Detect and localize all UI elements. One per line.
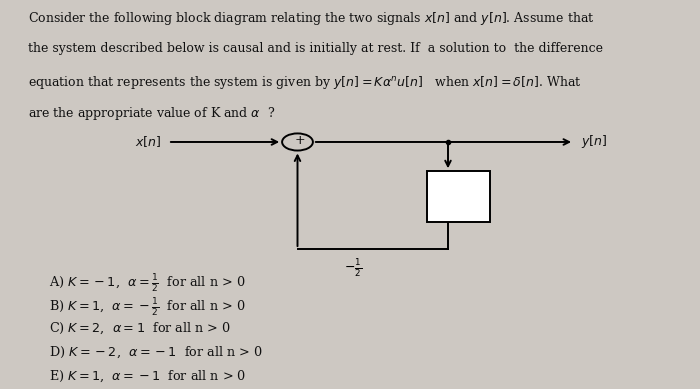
Text: A) $K = -1$,  $\alpha = \frac{1}{2}$  for all n > 0: A) $K = -1$, $\alpha = \frac{1}{2}$ for … (49, 272, 246, 294)
Text: E) $K = 1$,  $\alpha = -1$  for all n > 0: E) $K = 1$, $\alpha = -1$ for all n > 0 (49, 369, 246, 384)
Text: D) $K = -2$,  $\alpha = -1$  for all n > 0: D) $K = -2$, $\alpha = -1$ for all n > 0 (49, 345, 262, 360)
Text: are the appropriate value of K and $\alpha$  ?: are the appropriate value of K and $\alp… (28, 105, 275, 123)
Text: B) $K = 1$,  $\alpha = -\frac{1}{2}$  for all n > 0: B) $K = 1$, $\alpha = -\frac{1}{2}$ for … (49, 296, 246, 319)
Text: $x[n]$: $x[n]$ (134, 135, 161, 149)
Text: $-\frac{1}{2}$: $-\frac{1}{2}$ (344, 257, 363, 279)
Text: Consider the following block diagram relating the two signals $x[n]$ and $y[n]$.: Consider the following block diagram rel… (28, 10, 594, 27)
Text: equation that represents the system is given by $y[n] = K\alpha^n u[n]$   when $: equation that represents the system is g… (28, 74, 582, 91)
Text: the system described below is causal and is initially at rest. If  a solution to: the system described below is causal and… (28, 42, 603, 54)
Bar (427, 171, 490, 222)
Text: $y[n]$: $y[n]$ (581, 133, 608, 151)
Text: +: + (294, 134, 305, 147)
Text: D: D (452, 189, 465, 203)
Text: C) $K = 2$,  $\alpha = 1$  for all n > 0: C) $K = 2$, $\alpha = 1$ for all n > 0 (49, 321, 231, 336)
